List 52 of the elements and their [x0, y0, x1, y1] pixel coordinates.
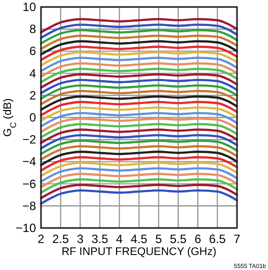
line-series [40, 172, 238, 188]
line-series [40, 84, 238, 100]
line-series [40, 167, 238, 183]
x-tick-label: 5 [155, 232, 162, 246]
line-series [40, 18, 238, 34]
line-series [40, 118, 238, 133]
line-series [40, 100, 238, 116]
y-tick-label: −6 [22, 176, 36, 191]
line-series [40, 145, 238, 161]
line-series [40, 78, 238, 94]
line-series [40, 178, 238, 194]
line-series [40, 29, 238, 45]
y-tick-label: −8 [22, 198, 36, 213]
line-series [40, 162, 238, 178]
y-tick-label: 4 [29, 66, 36, 80]
line-series [40, 106, 238, 122]
line-series [40, 123, 238, 138]
x-tick-label: 4.5 [130, 232, 148, 246]
line-series [40, 34, 238, 50]
x-axis-title: RF INPUT FREQUENCY (GHz) [62, 246, 216, 258]
x-tick-label: 6 [194, 232, 202, 246]
line-series [40, 189, 238, 205]
y-tick-label: 2 [29, 88, 36, 102]
line-series [40, 156, 238, 172]
line-series [40, 51, 238, 67]
line-series [40, 140, 238, 156]
line-series [40, 90, 238, 106]
line-series [40, 68, 238, 84]
line-series [40, 24, 238, 40]
x-tick-label: 3.5 [91, 232, 108, 246]
y-tick-label: 10 [22, 0, 36, 14]
line-series [40, 46, 238, 62]
line-series [40, 62, 238, 78]
y-tick-label: 8 [29, 22, 36, 36]
x-tick-label: 2 [38, 232, 45, 246]
y-tick-label: 6 [29, 44, 36, 58]
y-tick-label: −2 [22, 132, 36, 147]
line-series [40, 184, 238, 200]
y-tick-label: −10 [16, 221, 36, 235]
y-tick-label: 0 [29, 110, 36, 124]
y-tick-label: −4 [22, 154, 36, 169]
line-series [40, 112, 238, 128]
x-tick-label: 4 [116, 232, 124, 246]
x-tick-label: 6.5 [209, 232, 226, 246]
line-series [40, 73, 238, 89]
line-series [40, 134, 238, 150]
line-series [40, 56, 238, 72]
line-series [40, 128, 238, 144]
x-tick-label: 7 [234, 232, 241, 246]
x-tick-label: 3 [76, 232, 84, 246]
x-tick-label: 5.5 [170, 232, 187, 246]
x-tick-label: 2.5 [52, 232, 70, 246]
